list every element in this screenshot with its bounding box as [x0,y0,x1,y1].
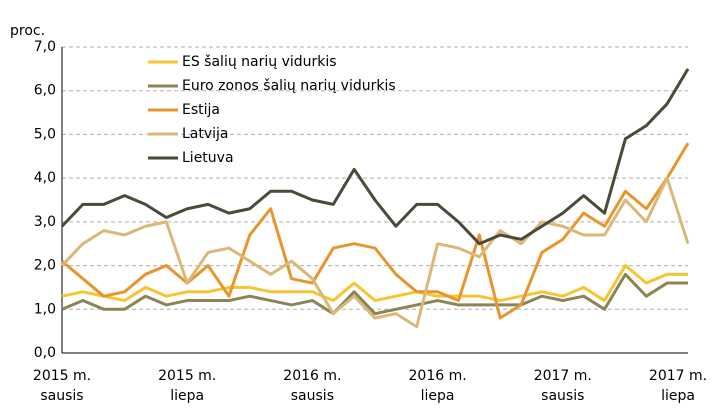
x-tick-label: 2017 m. sausis [533,368,592,404]
legend-label: Lietuva [182,150,234,166]
y-tick-label: 0,0 [34,345,56,361]
legend-label: Estija [182,102,220,118]
x-tick-label: 2016 m. liepa [408,368,467,404]
x-tick-label: 2017 m. liepa [648,368,708,404]
series-line [60,68,690,246]
legend-label: Latvija [182,126,229,142]
y-tick-label: 7,0 [34,39,56,55]
y-tick-label: 5,0 [34,126,56,142]
y-tick-label: 6,0 [34,83,56,99]
y-tick-label: 2,0 [34,258,56,274]
series-line [61,272,688,316]
y-tick-label: 1,0 [34,301,56,317]
x-tick-label: 2015 m. liepa [158,368,217,404]
x-tick-label: 2015 m. sausis [32,368,92,404]
x-tick-label: 2016 m. sausis [283,368,342,404]
series-line [61,264,688,303]
y-axis-label: proc. [10,23,45,39]
y-tick-label: 4,0 [34,170,56,186]
series-line [60,176,690,329]
legend-label: Euro zonos šalių narių vidurkis [182,78,396,94]
y-tick-label: 3,0 [34,214,56,230]
series-line [61,142,690,320]
legend-label: ES šalių narių vidurkis [182,54,337,70]
